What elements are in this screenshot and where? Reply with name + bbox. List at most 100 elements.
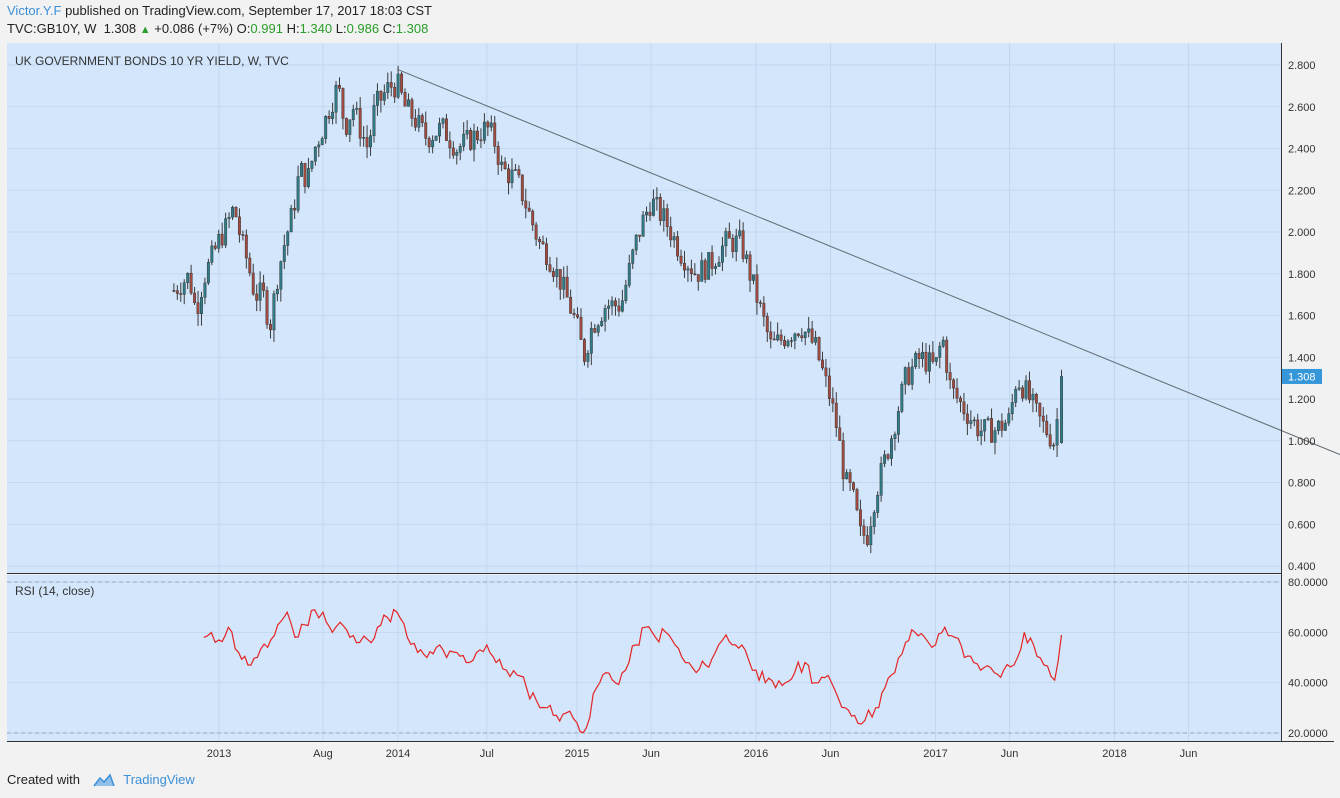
candle-body — [286, 231, 290, 246]
candle-body — [1000, 420, 1004, 431]
candle-body — [558, 269, 562, 290]
price-tick-label: 2.400 — [1288, 144, 1316, 156]
tradingview-cloud-icon — [92, 773, 116, 790]
candle-body — [620, 300, 624, 312]
candle-body — [676, 236, 680, 257]
time-tick-label: Jun — [1001, 748, 1019, 760]
price-tick-label: 2.200 — [1288, 185, 1316, 197]
candle-body — [651, 198, 655, 216]
price-grid — [7, 43, 1281, 741]
candle-body — [789, 340, 793, 342]
candle-body — [324, 116, 328, 139]
candle-body — [244, 234, 248, 259]
candle-body — [269, 324, 272, 331]
candle-body — [527, 207, 531, 212]
candle-body — [710, 252, 714, 269]
candle-body — [493, 122, 497, 147]
candle-body — [769, 331, 773, 340]
candle-body — [686, 268, 690, 271]
candle-body — [793, 333, 797, 341]
candle-body — [193, 292, 197, 303]
candle-body — [472, 130, 476, 150]
candle-body — [876, 495, 880, 513]
candle-body — [513, 169, 517, 171]
last-price-badge: 1.308 — [1282, 368, 1322, 384]
candle-body — [1010, 402, 1014, 414]
candle-body — [569, 296, 573, 314]
candle-body — [444, 118, 448, 141]
author-link[interactable]: Victor.Y.F — [7, 3, 62, 18]
candle-body — [752, 274, 755, 281]
symbol-name: TVC:GB10Y, W — [7, 21, 97, 36]
time-tick-label: 2015 — [565, 748, 589, 760]
candle-body — [662, 208, 666, 221]
rsi-axis[interactable]: 20.0000 40.0000 60.0000 80.0000 — [1288, 577, 1328, 740]
candle-body — [700, 260, 704, 282]
last-price-badge-text: 1.308 — [1288, 371, 1316, 383]
candle-body — [845, 472, 849, 480]
tradingview-link[interactable]: TradingView — [123, 772, 195, 787]
candle-body — [175, 290, 179, 294]
candle-body — [576, 314, 579, 318]
price-tick-label: 0.400 — [1288, 561, 1316, 573]
candle-body — [579, 316, 583, 340]
candle-body — [648, 211, 652, 216]
candle-body — [969, 420, 973, 424]
candle-body — [410, 99, 414, 119]
candle-body — [665, 208, 669, 227]
candle-body — [503, 161, 507, 170]
candle-body — [400, 73, 404, 93]
candle-body — [934, 357, 938, 362]
candle-body — [879, 463, 883, 496]
candle-body — [641, 214, 645, 237]
candle-body — [179, 293, 183, 295]
candle-body — [582, 339, 586, 362]
time-axis[interactable]: 2013 Aug 2014 Jul 2015 Jun 2016 Jun 2017 Jun 2018 J… — [207, 748, 1198, 760]
candle-body — [434, 135, 438, 141]
candle-body — [679, 255, 683, 264]
candle-body — [441, 118, 445, 124]
candle-body — [565, 276, 569, 298]
candle-body — [572, 312, 576, 315]
candle-body — [265, 290, 269, 325]
candle-body — [403, 92, 407, 107]
candle-body — [1045, 420, 1049, 435]
candle-body — [772, 338, 776, 341]
candle-body — [603, 308, 607, 322]
candle-body — [320, 138, 324, 146]
candle-body — [517, 169, 521, 176]
price-axis[interactable]: 0.400 0.600 0.800 1.000 1.200 1.400 1.600 1.800… — [1288, 60, 1316, 573]
candle-body — [734, 235, 738, 252]
candle-body — [848, 472, 852, 483]
created-with-text: Created with — [7, 772, 80, 787]
candle-body — [983, 419, 987, 432]
candle-body — [696, 274, 700, 282]
trendline[interactable] — [396, 68, 1340, 466]
candle-body — [800, 335, 804, 338]
time-tick-label: Jun — [1180, 748, 1198, 760]
last-candle-body — [1060, 376, 1063, 443]
price-tick-label: 1.600 — [1288, 311, 1316, 323]
candle-body — [634, 234, 638, 251]
last-price: 1.308 — [103, 21, 137, 36]
candle-body — [810, 328, 814, 343]
candle-body — [834, 402, 838, 429]
candle-body — [707, 252, 711, 280]
candle-body — [938, 345, 942, 358]
candle-body — [907, 367, 911, 385]
price-tick-label: 2.800 — [1288, 60, 1316, 72]
candle-body — [237, 216, 241, 235]
candle-body — [248, 257, 252, 274]
candle-body — [993, 430, 997, 443]
price-tick-label: 0.600 — [1288, 519, 1316, 531]
candle-body — [438, 123, 441, 137]
rsi-title: RSI (14, close) — [15, 584, 94, 598]
rsi-pane[interactable] — [7, 575, 1281, 741]
candle-body — [479, 139, 483, 142]
candle-body — [855, 489, 859, 511]
close-value: 1.308 — [395, 21, 429, 36]
candle-body — [1017, 387, 1021, 390]
candle-body — [1028, 380, 1031, 401]
candle-body — [524, 200, 528, 209]
